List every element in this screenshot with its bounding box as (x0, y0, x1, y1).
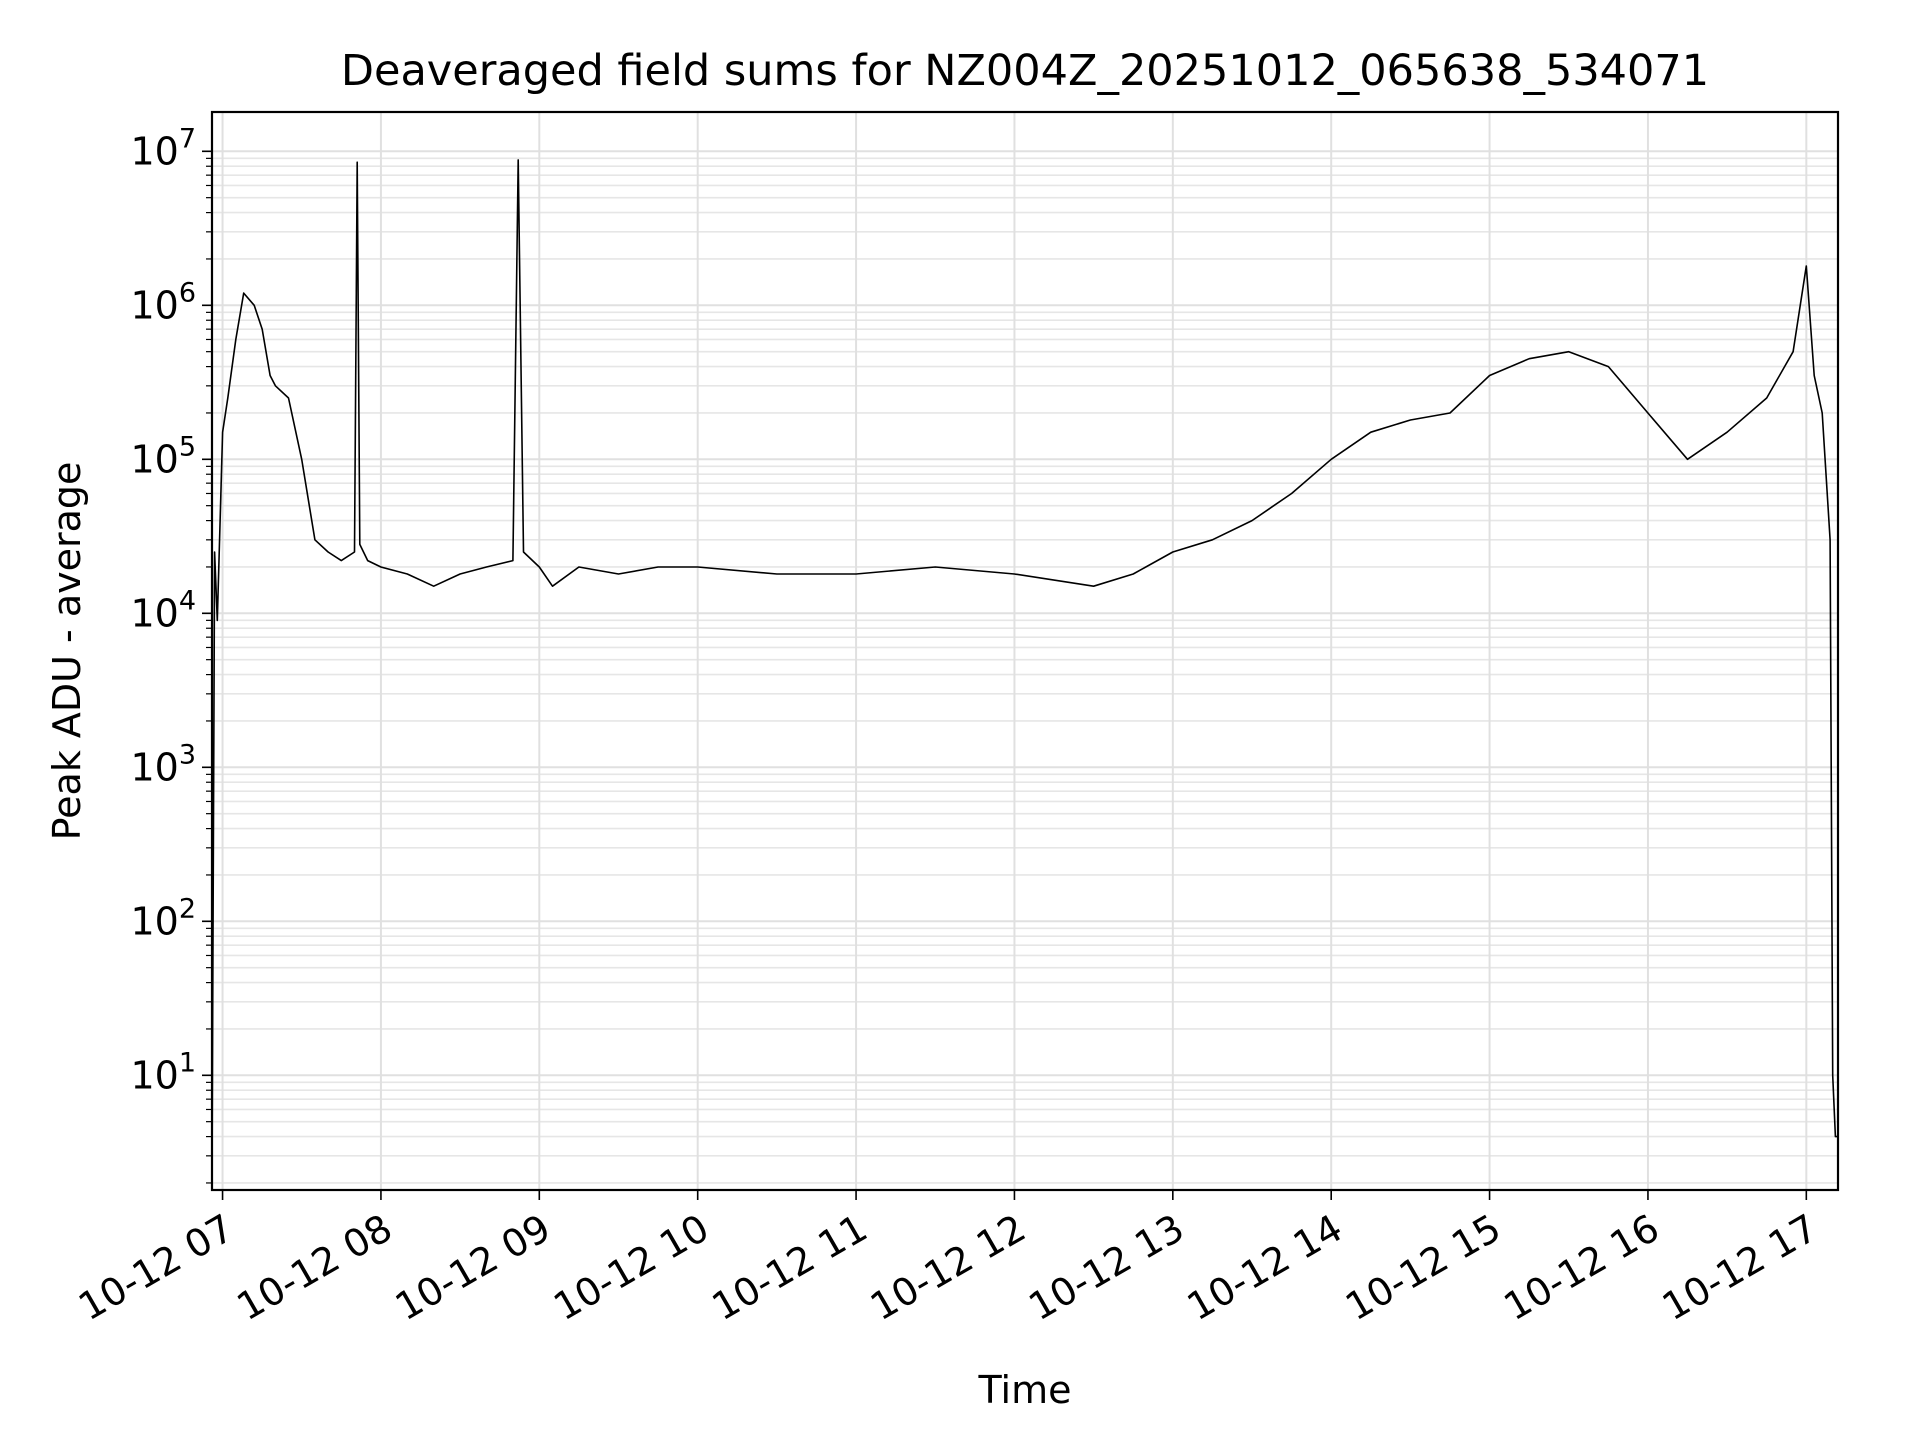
y-tick-label: 104 (130, 585, 196, 635)
grid (212, 112, 1838, 1190)
y-tick-exponent: 4 (179, 585, 196, 616)
x-tick-label: 10-12 15 (1338, 1206, 1508, 1330)
y-tick-exponent: 6 (179, 277, 196, 308)
y-tick-exponent: 5 (179, 431, 196, 462)
x-tick-label: 10-12 16 (1496, 1206, 1666, 1330)
series-layer (211, 159, 1838, 1184)
y-tick-label: 105 (130, 431, 196, 481)
y-axis-label: Peak ADU - average (45, 462, 89, 841)
y-tick-base: 10 (130, 437, 178, 481)
x-tick-label: 10-12 12 (863, 1206, 1033, 1330)
y-tick-base: 10 (130, 283, 178, 327)
y-tick-base: 10 (130, 745, 178, 789)
y-tick-base: 10 (130, 1053, 178, 1097)
x-tick-label: 10-12 14 (1180, 1206, 1350, 1330)
y-tick-exponent: 7 (179, 123, 196, 154)
chart-title: Deaveraged field sums for NZ004Z_2025101… (341, 46, 1709, 96)
x-tick-label: 10-12 11 (705, 1206, 875, 1330)
x-tick-label: 10-12 07 (71, 1206, 241, 1330)
x-tick-label: 10-12 17 (1655, 1206, 1825, 1330)
x-axis-label: Time (978, 1368, 1072, 1412)
y-tick-label: 101 (130, 1047, 196, 1097)
y-tick-base: 10 (130, 129, 178, 173)
y-tick-label: 107 (130, 123, 196, 173)
x-tick-label: 10-12 13 (1021, 1206, 1191, 1330)
plot-frame (210, 110, 1840, 1192)
x-tick-label: 10-12 08 (229, 1206, 399, 1330)
y-tick-label: 102 (130, 893, 196, 943)
series-line (211, 159, 1838, 1184)
y-tick-label: 106 (130, 277, 196, 327)
x-tick-label: 10-12 09 (388, 1206, 558, 1330)
y-tick-exponent: 3 (179, 739, 196, 770)
y-tick-label: 103 (130, 739, 196, 789)
y-tick-base: 10 (130, 591, 178, 635)
x-tick-label: 10-12 10 (546, 1206, 716, 1330)
y-tick-base: 10 (130, 899, 178, 943)
y-tick-exponent: 1 (179, 1047, 196, 1078)
y-tick-exponent: 2 (179, 893, 196, 924)
